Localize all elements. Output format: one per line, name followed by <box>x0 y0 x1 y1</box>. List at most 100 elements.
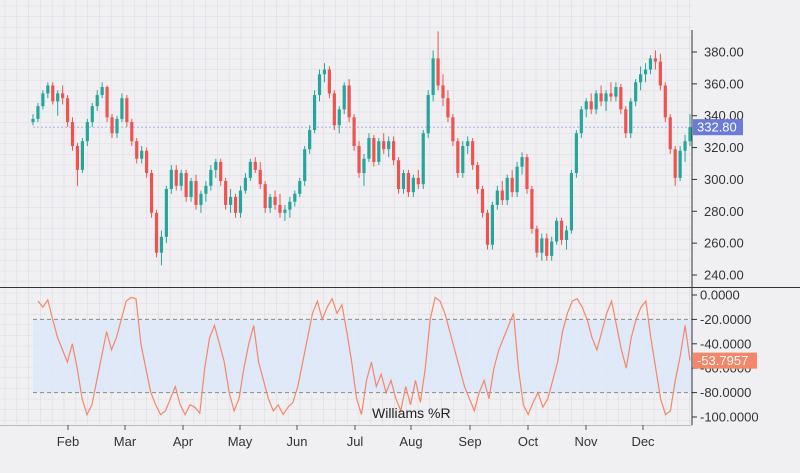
candle-body <box>303 149 307 182</box>
candle-body <box>253 161 257 170</box>
time-tick-label: Dec <box>631 434 655 449</box>
candle-body <box>293 193 297 202</box>
price-tick-label: 380.00 <box>704 45 744 60</box>
candle-body <box>41 93 45 107</box>
axis-layer: 240.00260.00280.00300.00320.00340.00360.… <box>0 30 800 449</box>
candle-body <box>658 61 662 86</box>
candle-body <box>436 58 440 86</box>
williams-last-value-label: -53.7957 <box>697 353 748 368</box>
candle-body <box>564 230 569 240</box>
candle-body <box>327 69 331 94</box>
candle-body <box>228 196 233 205</box>
candle-body <box>312 95 317 131</box>
candle-body <box>416 177 420 185</box>
price-tick-label: 240.00 <box>704 268 744 283</box>
candle-body <box>505 177 509 201</box>
candle-body <box>392 141 396 161</box>
label-layer: 332.80 -53.7957 Williams %R <box>372 119 757 421</box>
candle-body <box>535 228 539 253</box>
candle-body <box>130 122 134 142</box>
candle-body <box>668 117 672 150</box>
candle-body <box>530 188 534 229</box>
candle-body <box>500 190 504 201</box>
time-tick-label: Sep <box>458 434 481 449</box>
last-price-badge <box>693 119 743 136</box>
candle-body <box>643 69 648 75</box>
candle-body <box>56 93 60 102</box>
candle-body <box>545 238 549 256</box>
candle-body <box>199 193 203 205</box>
candle-body <box>342 85 346 110</box>
price-tick-label: 300.00 <box>704 172 744 187</box>
price-tick-label: 360.00 <box>704 76 744 91</box>
candle-body <box>194 181 198 205</box>
candle-body <box>125 98 129 123</box>
candle-body <box>382 141 386 150</box>
candle-body <box>451 117 455 142</box>
time-tick-label: Nov <box>574 434 598 449</box>
candle-body <box>559 220 564 240</box>
candle-body <box>135 141 139 159</box>
candle-body <box>584 101 588 110</box>
candle-body <box>589 101 593 110</box>
candle-body <box>525 157 529 189</box>
candle-body <box>426 95 430 134</box>
candle-body <box>36 106 40 119</box>
williams-band-layer <box>33 318 692 394</box>
candle-body <box>95 95 99 107</box>
candle-body <box>495 190 499 205</box>
candle-body <box>510 177 514 193</box>
candle-body <box>243 177 248 191</box>
candle-body <box>673 149 677 178</box>
candle-body <box>238 190 243 213</box>
candle-body <box>263 184 267 209</box>
candle-body <box>688 127 692 142</box>
candle-body <box>283 209 287 213</box>
indicator-title: Williams %R <box>372 405 451 421</box>
candle-body <box>441 85 445 99</box>
candle-body <box>105 87 109 118</box>
candle-body <box>75 145 80 170</box>
price-tick-label: 320.00 <box>704 140 744 155</box>
time-tick-label: Aug <box>399 434 422 449</box>
candle-body <box>624 109 628 134</box>
candle-body <box>298 181 302 194</box>
candle-body <box>70 122 75 146</box>
candle-body <box>569 173 574 231</box>
candle-body <box>446 98 450 118</box>
candle-body <box>174 169 178 186</box>
candle-body <box>678 150 682 178</box>
candle-body <box>145 150 149 174</box>
candle-body <box>362 158 366 174</box>
candle-body <box>140 150 144 159</box>
candle-body <box>31 118 35 123</box>
candle-body <box>629 101 633 134</box>
candle-body <box>471 141 475 166</box>
time-tick-label: Feb <box>57 434 79 449</box>
time-tick-label: Oct <box>518 434 539 449</box>
candle-body <box>609 93 613 97</box>
williams-last-value-badge <box>693 352 757 369</box>
price-tick-label: 280.00 <box>704 204 744 219</box>
candle-body <box>490 204 495 245</box>
candle-body <box>411 177 415 193</box>
candle-body <box>421 133 425 185</box>
williams-r-line <box>37 296 691 417</box>
candle-body <box>46 85 50 94</box>
time-tick-label: Mar <box>114 434 137 449</box>
candle-body <box>663 85 667 118</box>
candle-body <box>396 160 401 189</box>
price-tick-label: 260.00 <box>704 236 744 251</box>
candle-body <box>485 212 490 245</box>
candle-body <box>268 196 272 209</box>
candle-body <box>100 87 104 96</box>
candle-body <box>337 109 341 126</box>
candle-body <box>288 201 292 210</box>
candle-body <box>480 188 485 213</box>
candle-body <box>604 93 608 102</box>
candle-body <box>377 141 381 162</box>
candle-body <box>540 238 544 253</box>
candle-body <box>466 141 470 146</box>
williams-line-layer <box>37 296 691 417</box>
